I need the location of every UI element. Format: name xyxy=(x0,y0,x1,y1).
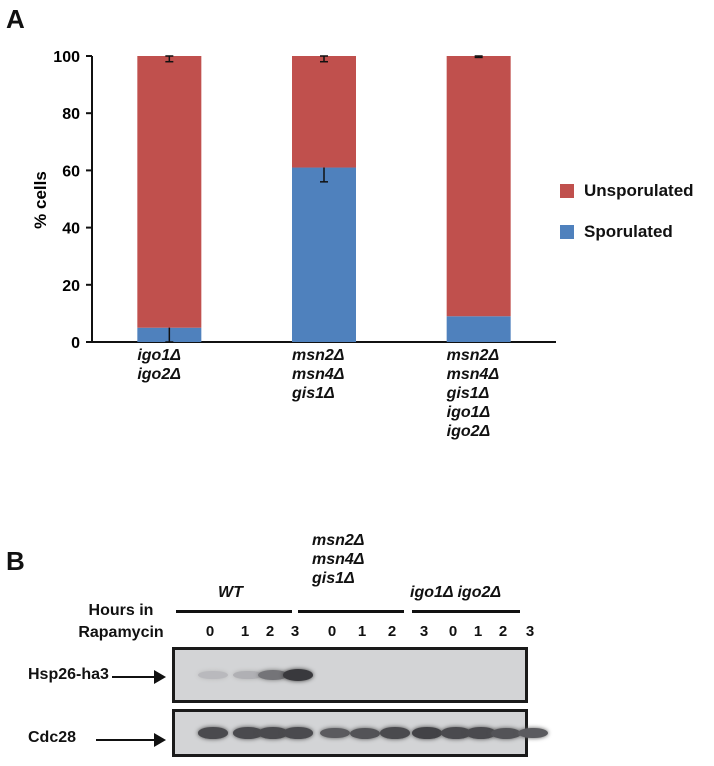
category-label-2: msn2Δ msn4Δ gis1Δ igo1Δ igo2Δ xyxy=(447,346,607,441)
legend-swatch-sporulated xyxy=(560,225,574,239)
band-cdc28-1 xyxy=(233,727,263,739)
band-cdc28-11 xyxy=(518,727,548,739)
legend-swatch-unsporulated xyxy=(560,184,574,198)
bars xyxy=(137,55,511,343)
band-cdc28-2 xyxy=(258,727,288,739)
panel-b-letter: B xyxy=(6,546,25,576)
bar-sporulated-1 xyxy=(292,167,356,342)
band-cdc28-7 xyxy=(412,727,442,739)
error-bar-unsporulated-2 xyxy=(474,55,483,59)
band-cdc28-0 xyxy=(198,727,228,739)
row-label-cdc28: Cdc28 xyxy=(28,729,77,746)
error-bar-unsporulated-1 xyxy=(320,55,328,63)
lane-number: 1 xyxy=(357,623,367,640)
lane-number: 0 xyxy=(327,623,337,640)
category-label-1: msn2Δ msn4Δ gis1Δ xyxy=(292,346,452,403)
band-hsp26-3 xyxy=(283,669,313,681)
lane-number: 3 xyxy=(525,623,535,640)
y-tick-label: 60 xyxy=(62,163,80,180)
y-tick-label: 40 xyxy=(62,221,80,238)
category-label-line: igo2Δ xyxy=(446,423,491,440)
arrow-cdc28 xyxy=(96,733,166,747)
bar-sporulated-2 xyxy=(446,316,511,342)
arrow-hsp26 xyxy=(112,670,166,684)
blot-cdc28 xyxy=(172,709,548,757)
category-label-0: igo1Δ igo2Δ xyxy=(137,346,297,384)
lane-number: 2 xyxy=(498,623,508,640)
lane-number: 1 xyxy=(240,623,250,640)
band-cdc28-8 xyxy=(441,727,471,739)
bar-unsporulated-1 xyxy=(292,56,356,168)
lane-number: 2 xyxy=(265,623,275,640)
legend-unsporulated: Unsporulated xyxy=(560,181,694,201)
band-cdc28-6 xyxy=(380,727,410,739)
category-label-line: msn4Δ xyxy=(292,366,345,383)
y-tick-label: 80 xyxy=(62,106,80,123)
blot-x-header-line1: Hours in xyxy=(88,602,154,619)
category-label-line: igo2Δ xyxy=(137,366,181,383)
group-line-igo xyxy=(412,610,520,613)
lane-number: 0 xyxy=(448,623,458,640)
lane-number: 3 xyxy=(419,623,429,640)
legend-sporulated: Sporulated xyxy=(560,222,673,242)
blot-x-header-line2: Rapamycin xyxy=(78,624,164,641)
group-line-msn xyxy=(298,610,404,613)
legend-label-unsporulated: Unsporulated xyxy=(584,181,694,200)
bar-unsporulated-2 xyxy=(446,56,511,317)
group-label-igo: igo1Δ igo2Δ xyxy=(410,584,502,601)
y-tick-label: 100 xyxy=(53,49,80,66)
band-hsp26-2 xyxy=(258,669,288,681)
group-label-wt: WT xyxy=(218,584,243,601)
blot-hsp26 xyxy=(172,647,528,703)
category-label-line: igo1Δ xyxy=(446,404,491,421)
category-label-line: msn4Δ xyxy=(446,366,500,383)
row-label-hsp26: Hsp26-ha3 xyxy=(28,666,109,683)
band-hsp26-1 xyxy=(233,670,263,680)
category-label-line: msn2Δ xyxy=(446,347,500,364)
band-cdc28-4 xyxy=(320,727,350,739)
lane-number: 2 xyxy=(387,623,397,640)
lane-number: 0 xyxy=(205,623,215,640)
category-label-line: igo1Δ xyxy=(137,347,181,364)
group-line-wt xyxy=(176,610,292,613)
lane-number: 1 xyxy=(473,623,483,640)
legend-label-sporulated: Sporulated xyxy=(584,222,673,241)
band-cdc28-10 xyxy=(491,727,521,739)
category-label-line: gis1Δ xyxy=(292,385,335,402)
y-tick-label: 0 xyxy=(71,335,80,352)
blot-x-header: Hours in Rapamycin xyxy=(76,600,166,644)
bar-unsporulated-0 xyxy=(137,56,202,328)
band-cdc28-3 xyxy=(283,727,313,739)
panel-a-letter: A xyxy=(6,4,25,34)
band-hsp26-0 xyxy=(198,670,228,680)
band-cdc28-5 xyxy=(350,727,380,739)
y-tick-label: 20 xyxy=(62,278,80,295)
category-label-line: msn2Δ xyxy=(292,347,345,364)
error-bar-unsporulated-0 xyxy=(165,55,174,63)
category-label-line: gis1Δ xyxy=(446,385,490,402)
y-axis-label: % cells xyxy=(31,171,50,229)
band-cdc28-9 xyxy=(466,727,496,739)
lane-number: 3 xyxy=(290,623,300,640)
group-label-msn: msn2Δ msn4Δ gis1Δ xyxy=(312,532,365,587)
